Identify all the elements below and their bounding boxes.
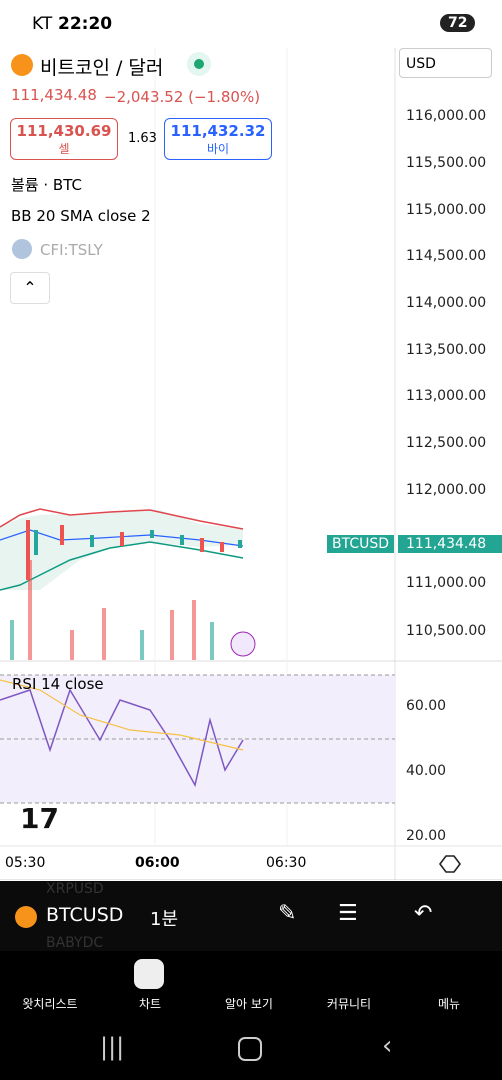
price-tick: 111,000.00 — [406, 575, 487, 591]
rsi-tick: 20.00 — [406, 828, 447, 844]
price-tick: 112,000.00 — [406, 482, 487, 498]
price-tag-value: 111,434.48 — [398, 535, 502, 553]
price-tick: 116,000.00 — [406, 108, 487, 124]
price-tick: 110,500.00 — [406, 623, 487, 639]
spread: 1.63 — [128, 131, 157, 146]
ghost-symbol: XRPUSD — [46, 881, 104, 897]
price-tick: 113,500.00 — [406, 342, 487, 358]
price-tick: 114,500.00 — [406, 248, 487, 264]
nav-tab: 차트 — [138, 997, 162, 1011]
btc-icon — [15, 906, 37, 928]
bb-lower — [0, 541, 244, 591]
volume-label: 볼륨 · BTC — [11, 176, 82, 194]
buy-button[interactable]: 111,432.32 바이 — [164, 118, 272, 160]
title: 비트코인 / 달러 — [40, 57, 164, 79]
sell-price: 111,430.69 — [16, 122, 112, 140]
chart-canvas: 17 — [0, 48, 502, 880]
price-tick: 112,500.00 — [406, 435, 487, 451]
draw-icon[interactable]: ✎ — [278, 901, 297, 926]
rsi-line — [0, 688, 244, 788]
indicator-icon[interactable]: ☰ — [338, 901, 358, 926]
time-tick: 05:30 — [5, 855, 46, 871]
carrier: KT — [32, 14, 53, 34]
nav-tab: 커뮤니티 — [326, 997, 372, 1011]
home[interactable] — [238, 1037, 262, 1061]
sell-label: 셀 — [58, 142, 70, 156]
price-tick: 114,000.00 — [406, 295, 487, 311]
time-tick: 06:30 — [266, 855, 307, 871]
price-tick: 113,000.00 — [406, 388, 487, 404]
alert-icon[interactable] — [230, 631, 256, 657]
toolbar-symbol[interactable]: BTCUSD — [46, 904, 124, 926]
bb-upper — [0, 508, 244, 530]
sell-button[interactable]: 111,430.69 셀 — [10, 118, 118, 160]
buy-price: 111,432.32 — [170, 122, 266, 140]
compare-symbol: CFI:TSLY — [40, 241, 103, 259]
tv-logo: 17 — [20, 802, 59, 835]
currency-select[interactable]: USD — [399, 48, 492, 78]
rsi-label: RSI 14 close — [12, 675, 104, 693]
bb-label: BB 20 SMA close 2 — [11, 207, 151, 225]
collapse-button[interactable]: ⌃ — [10, 272, 50, 304]
candles — [26, 520, 242, 580]
nav-tab: 알아 보기 — [225, 997, 273, 1011]
time-tick: 06:00 — [135, 855, 180, 871]
btc-icon — [11, 54, 33, 76]
price-tag-symbol: BTCUSD — [327, 535, 395, 553]
rsi-tick: 60.00 — [406, 698, 447, 714]
nav-bar: 왓치리스트 차트 알아 보기 커뮤니티 메뉴 ||| ‹ — [0, 951, 502, 1080]
price-tick: 115,000.00 — [406, 202, 487, 218]
price-tick: 115,500.00 — [406, 155, 487, 171]
nav-tab: 왓치리스트 — [22, 997, 78, 1011]
rsi-ma — [0, 679, 244, 751]
flag-icon — [12, 239, 32, 259]
buy-label: 바이 — [206, 142, 230, 156]
toolbar: XRPUSD BABYDC BTCUSD 1분 ✎ ☰ ↶ — [0, 881, 502, 951]
undo-icon[interactable]: ↶ — [414, 901, 433, 926]
price: 111,434.48 — [11, 86, 97, 104]
price-change: −2,043.52 (−1.80%) — [104, 88, 261, 106]
ghost-symbol: BABYDC — [46, 935, 104, 951]
nav-tab: 메뉴 — [437, 997, 461, 1011]
volume-bars — [10, 560, 214, 660]
back[interactable]: ‹ — [382, 1031, 393, 1061]
chart-tab-icon — [134, 959, 164, 989]
rsi-tick: 40.00 — [406, 763, 447, 779]
battery: 72 — [440, 14, 476, 32]
settings-icon[interactable] — [439, 855, 461, 873]
clock: 22:20 — [58, 14, 113, 34]
interval[interactable]: 1분 — [150, 909, 179, 930]
status-bar: KT 22:20 72 — [0, 0, 502, 48]
recent-apps[interactable]: ||| — [100, 1033, 125, 1061]
